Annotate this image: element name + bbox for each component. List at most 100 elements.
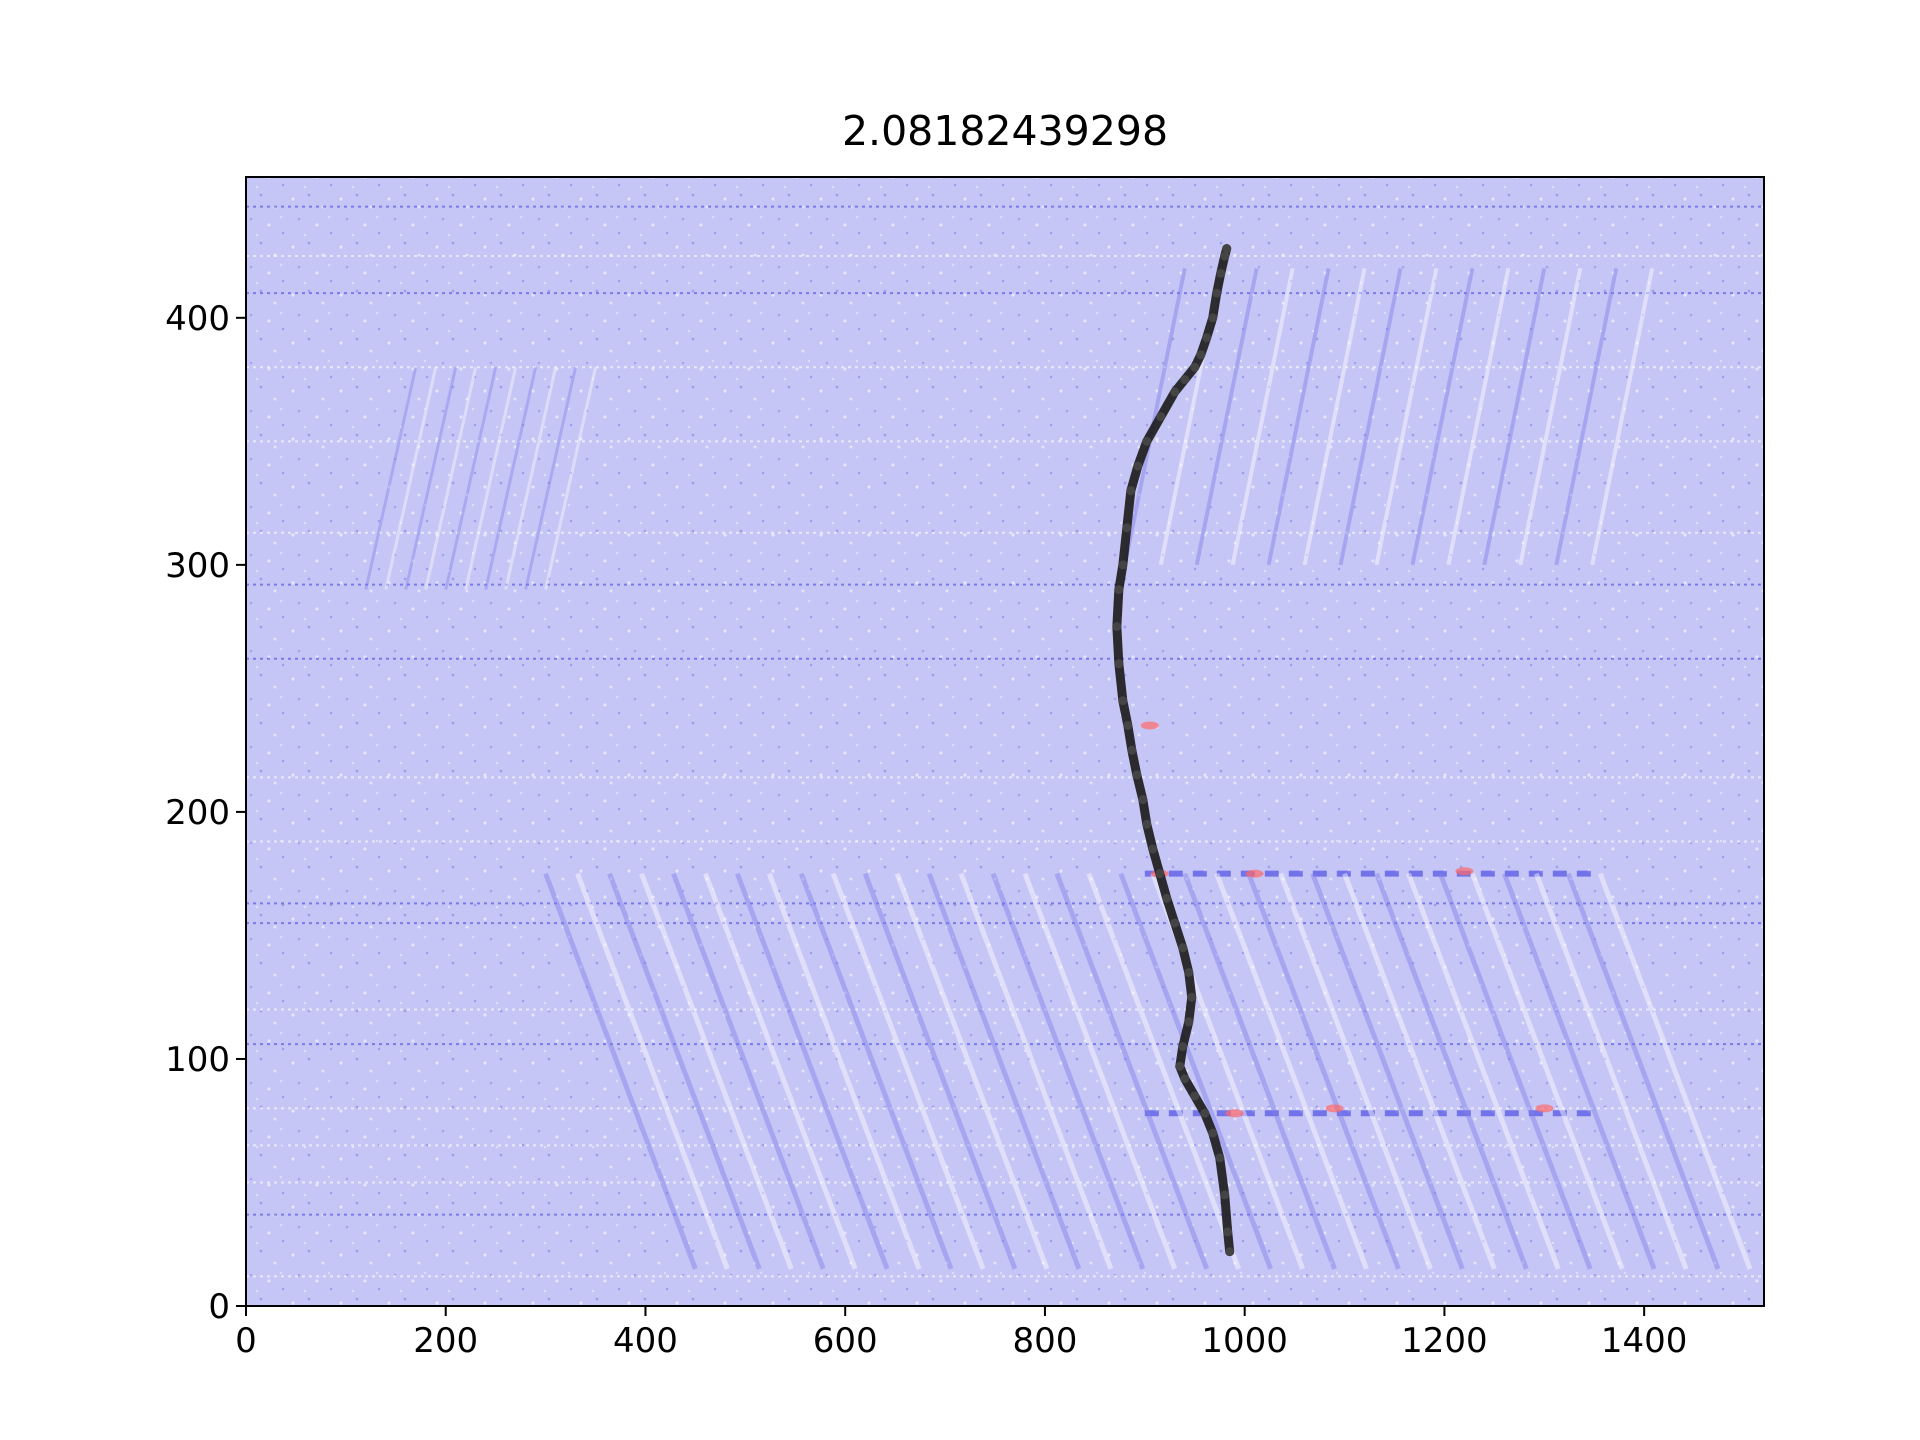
wave-front <box>862 872 1018 1270</box>
wave-front <box>639 872 794 1270</box>
wave-front <box>1338 268 1403 566</box>
wave-front <box>703 872 858 1270</box>
trace-point <box>1118 696 1128 706</box>
trace-point <box>1114 659 1124 669</box>
heatmap-texture <box>246 205 1764 1278</box>
wave-front <box>575 872 730 1270</box>
wave-front <box>958 872 1114 1270</box>
wave-front <box>444 366 498 590</box>
wave-front <box>1502 872 1657 1270</box>
trace-point <box>1142 436 1152 446</box>
trace-point <box>1142 819 1152 829</box>
trace-point <box>1187 992 1197 1002</box>
wave-front <box>1086 872 1242 1270</box>
y-tick-label: 200 <box>165 793 230 833</box>
trace-point <box>1114 585 1124 595</box>
wave-front <box>1022 872 1178 1270</box>
trace-point <box>1225 1247 1235 1257</box>
x-tick-label: 0 <box>235 1321 257 1361</box>
trace-point <box>1184 967 1194 977</box>
positive-blob <box>1535 1104 1554 1113</box>
trace-point <box>1202 333 1212 343</box>
wave-front <box>464 366 518 590</box>
heatmap-background <box>246 177 1764 1306</box>
wave-front <box>1374 872 1529 1270</box>
x-tick-label: 800 <box>1012 1321 1077 1361</box>
heatmap-image <box>246 177 1764 1306</box>
y-tick-label: 400 <box>165 299 230 339</box>
wave-front <box>1278 872 1433 1270</box>
wave-front <box>1470 872 1625 1270</box>
wave-front <box>735 872 890 1270</box>
positive-blob <box>1455 867 1474 876</box>
wave-front <box>1194 268 1259 566</box>
trace-point <box>1216 268 1226 278</box>
wave-front <box>1118 872 1273 1270</box>
picked-trace <box>1112 244 1235 1257</box>
trace-point <box>1178 943 1188 953</box>
x-tick-label: 1400 <box>1601 1321 1688 1361</box>
wave-front <box>1230 268 1295 566</box>
wave-front <box>1122 268 1187 566</box>
wave-front <box>404 366 458 590</box>
wave-front <box>1565 872 1721 1270</box>
wave-front <box>766 872 922 1270</box>
chart-title: 2.08182439298 <box>842 107 1168 155</box>
trace-point <box>1148 844 1158 854</box>
wave-front <box>424 366 478 590</box>
trace-point <box>1196 350 1206 360</box>
wave-front <box>1214 872 1369 1270</box>
wave-front <box>1054 872 1210 1270</box>
x-tick-label: 1000 <box>1201 1321 1288 1361</box>
trace-point <box>1208 313 1218 323</box>
wave-front <box>1246 872 1401 1270</box>
trace-point <box>1155 869 1165 879</box>
trace-point <box>1200 1108 1210 1118</box>
y-tick-label: 0 <box>208 1287 230 1327</box>
wave-front <box>990 872 1146 1270</box>
wave-front <box>1342 872 1497 1270</box>
trace-point <box>1118 560 1128 570</box>
x-tick-label: 200 <box>413 1321 478 1361</box>
trace-point <box>1127 745 1137 755</box>
wave-front <box>364 366 418 590</box>
wave-front <box>1406 872 1561 1270</box>
wave-front <box>544 366 598 590</box>
positive-blob <box>1245 869 1264 878</box>
wave-front <box>894 872 1050 1270</box>
trace-point <box>1220 1190 1230 1200</box>
wave-front <box>1446 268 1511 566</box>
wave-front <box>1554 268 1619 566</box>
trace-point <box>1178 1042 1188 1052</box>
wave-front <box>1266 268 1331 566</box>
positive-blob <box>1225 1109 1244 1118</box>
y-tick-label: 300 <box>165 546 230 586</box>
wave-front <box>1533 872 1689 1270</box>
x-tick-label: 1200 <box>1401 1321 1488 1361</box>
x-tick-label: 400 <box>613 1321 678 1361</box>
trace-point <box>1133 461 1143 471</box>
trace-point <box>1220 251 1230 261</box>
trace-point <box>1123 720 1133 730</box>
y-axis: 0 100 200 300 400 <box>165 299 246 1327</box>
trace-point <box>1132 770 1142 780</box>
trace-point <box>1162 893 1172 903</box>
wave-front <box>607 872 762 1270</box>
plot-frame <box>245 176 1765 1307</box>
wave-front <box>543 872 698 1270</box>
trace-point <box>1223 1227 1233 1237</box>
wave-front <box>1182 872 1337 1270</box>
trace-point <box>1180 1074 1190 1084</box>
positive-blob <box>1140 721 1159 730</box>
wave-front <box>1310 872 1465 1270</box>
wave-front <box>504 366 558 590</box>
wave-front <box>484 366 538 590</box>
wave-front <box>830 872 986 1270</box>
trace-point <box>1180 375 1190 385</box>
trace-point <box>1170 918 1180 928</box>
wave-front <box>671 872 826 1270</box>
trace-point <box>1122 523 1132 533</box>
trace-point <box>1138 795 1148 805</box>
wave-front <box>1438 872 1593 1270</box>
trace-point <box>1184 1017 1194 1027</box>
